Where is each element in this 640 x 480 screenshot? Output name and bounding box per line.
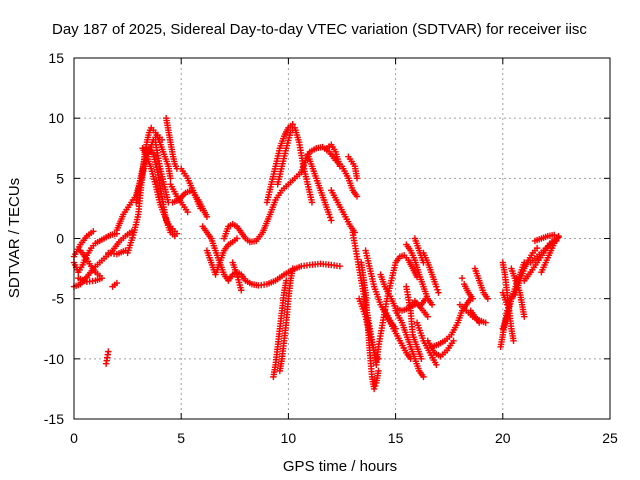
data-point (521, 259, 528, 266)
data-point (435, 289, 442, 296)
data-point (353, 193, 361, 200)
data-point (476, 319, 483, 326)
x-axis-label: GPS time / hours (283, 458, 397, 475)
data-point (184, 208, 191, 216)
data-point (420, 373, 427, 381)
data-point (375, 355, 382, 363)
data-point (327, 214, 334, 221)
data-point (458, 275, 466, 282)
data-point (113, 279, 121, 287)
data-point (308, 199, 316, 206)
data-point (233, 235, 241, 242)
data-point (521, 313, 528, 320)
data-point (105, 348, 112, 355)
data-point (370, 385, 378, 393)
x-tick-label: 15 (388, 430, 404, 446)
grid-lines (74, 58, 610, 419)
data-point (173, 230, 181, 237)
data-point (533, 244, 541, 252)
data-point (336, 262, 344, 270)
data-point (289, 265, 296, 272)
y-tick-label: -10 (44, 351, 64, 367)
data-point (484, 295, 491, 302)
chart-title: Day 187 of 2025, Sidereal Day-to-day VTE… (52, 21, 587, 38)
data-point (353, 175, 361, 182)
data-point (325, 211, 333, 218)
data-point (469, 295, 476, 302)
data-point (551, 231, 558, 239)
y-tick-label: -15 (44, 411, 64, 427)
data-point (503, 301, 511, 308)
data-point (238, 287, 245, 294)
data-point (289, 120, 296, 128)
y-tick-label: -5 (52, 291, 65, 307)
y-tick-label: 0 (56, 231, 64, 247)
data-point (482, 319, 489, 326)
y-tick-label: 15 (48, 50, 64, 66)
data-points (70, 114, 562, 393)
data-point (428, 301, 436, 308)
data-point (555, 232, 562, 240)
axis-ticks: 0 5 10 15 20 25 -15 -10 -5 0 5 10 15 (44, 50, 618, 446)
data-point (336, 163, 344, 170)
data-point (418, 355, 425, 363)
data-point (375, 367, 382, 375)
x-tick-label: 5 (177, 430, 185, 446)
x-tick-label: 25 (602, 430, 618, 446)
data-point (90, 228, 97, 235)
data-point (433, 283, 440, 290)
x-tick-label: 20 (495, 430, 511, 446)
x-tick-label: 10 (281, 430, 297, 446)
y-axis-label: SDTVAR / TECUs (6, 178, 23, 298)
y-tick-label: 5 (56, 170, 64, 186)
data-point (450, 337, 457, 344)
x-tick-label: 0 (70, 430, 78, 446)
data-point (167, 175, 174, 182)
data-point (433, 361, 440, 369)
data-point (98, 275, 106, 282)
data-point (328, 217, 335, 224)
data-point (424, 313, 431, 320)
data-point (203, 213, 211, 221)
y-tick-label: 10 (48, 110, 64, 126)
data-point (392, 325, 399, 332)
data-point (372, 382, 379, 390)
data-point (510, 337, 517, 344)
data-point (434, 286, 441, 293)
